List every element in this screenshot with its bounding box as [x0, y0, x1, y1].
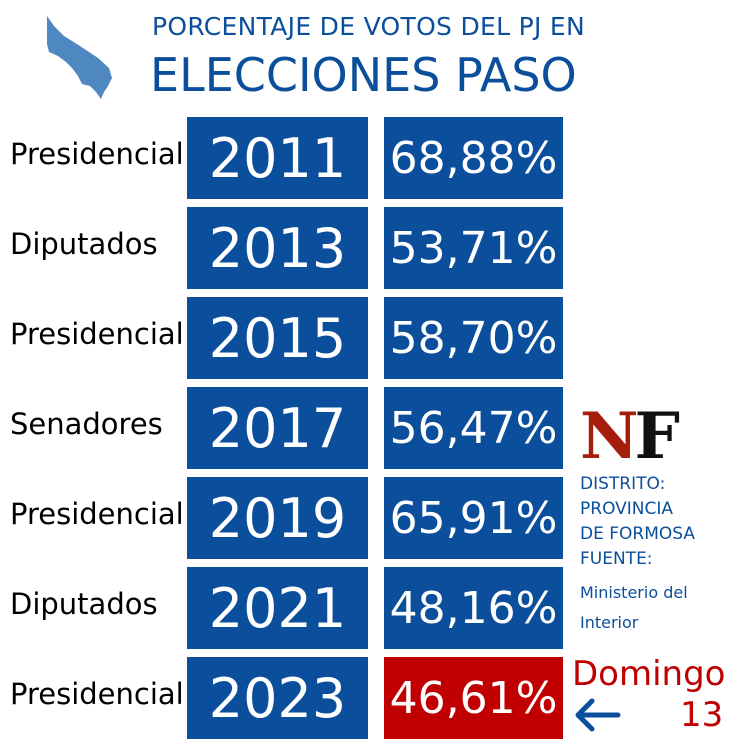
district-line-1: PROVINCIA — [580, 499, 674, 519]
table-row: Presidencial 2023 46,61% — [0, 657, 750, 739]
arrow-left-icon — [575, 698, 621, 732]
table-row: Senadores 2017 56,47% — [0, 387, 750, 469]
percentage-box: 53,71% — [384, 207, 563, 289]
source-label: FUENTE: — [580, 549, 653, 569]
percentage-box: 56,47% — [384, 387, 563, 469]
source-line-1: Ministerio del — [580, 583, 688, 602]
percentage-box: 58,70% — [384, 297, 563, 379]
district-label: DISTRITO: — [580, 474, 666, 494]
percentage-box: 68,88% — [384, 117, 563, 199]
source-line-2: Interior — [580, 613, 639, 632]
date-number: 13 — [680, 695, 724, 735]
year-box: 2013 — [187, 207, 368, 289]
year-box: 2023 — [187, 657, 368, 739]
title-line-1: PORCENTAJE DE VOTOS DEL PJ EN — [152, 12, 585, 41]
year-box: 2021 — [187, 567, 368, 649]
year-box: 2017 — [187, 387, 368, 469]
title-line-2: ELECCIONES PASO — [150, 48, 577, 102]
year-box: 2019 — [187, 477, 368, 559]
table-row: Presidencial 2015 58,70% — [0, 297, 750, 379]
date-day: Domingo — [572, 654, 726, 694]
table-row: Diputados 2021 48,16% — [0, 567, 750, 649]
percentage-box: 48,16% — [384, 567, 563, 649]
election-type: Presidencial — [10, 317, 184, 351]
election-type: Diputados — [10, 227, 158, 261]
nf-logo: NF — [580, 399, 680, 474]
year-box: 2015 — [187, 297, 368, 379]
election-type: Presidencial — [10, 677, 184, 711]
election-type: Presidencial — [10, 497, 184, 531]
percentage-box: 46,61% — [384, 657, 563, 739]
election-type: Presidencial — [10, 137, 184, 171]
formosa-map-icon — [47, 16, 112, 99]
election-type: Senadores — [10, 407, 163, 441]
district-line-2: DE FORMOSA — [580, 524, 695, 544]
year-box: 2011 — [187, 117, 368, 199]
table-row: Presidencial 2019 65,91% — [0, 477, 750, 559]
table-row: Diputados 2013 53,71% — [0, 207, 750, 289]
election-type: Diputados — [10, 587, 158, 621]
percentage-box: 65,91% — [384, 477, 563, 559]
table-row: Presidencial 2011 68,88% — [0, 117, 750, 199]
